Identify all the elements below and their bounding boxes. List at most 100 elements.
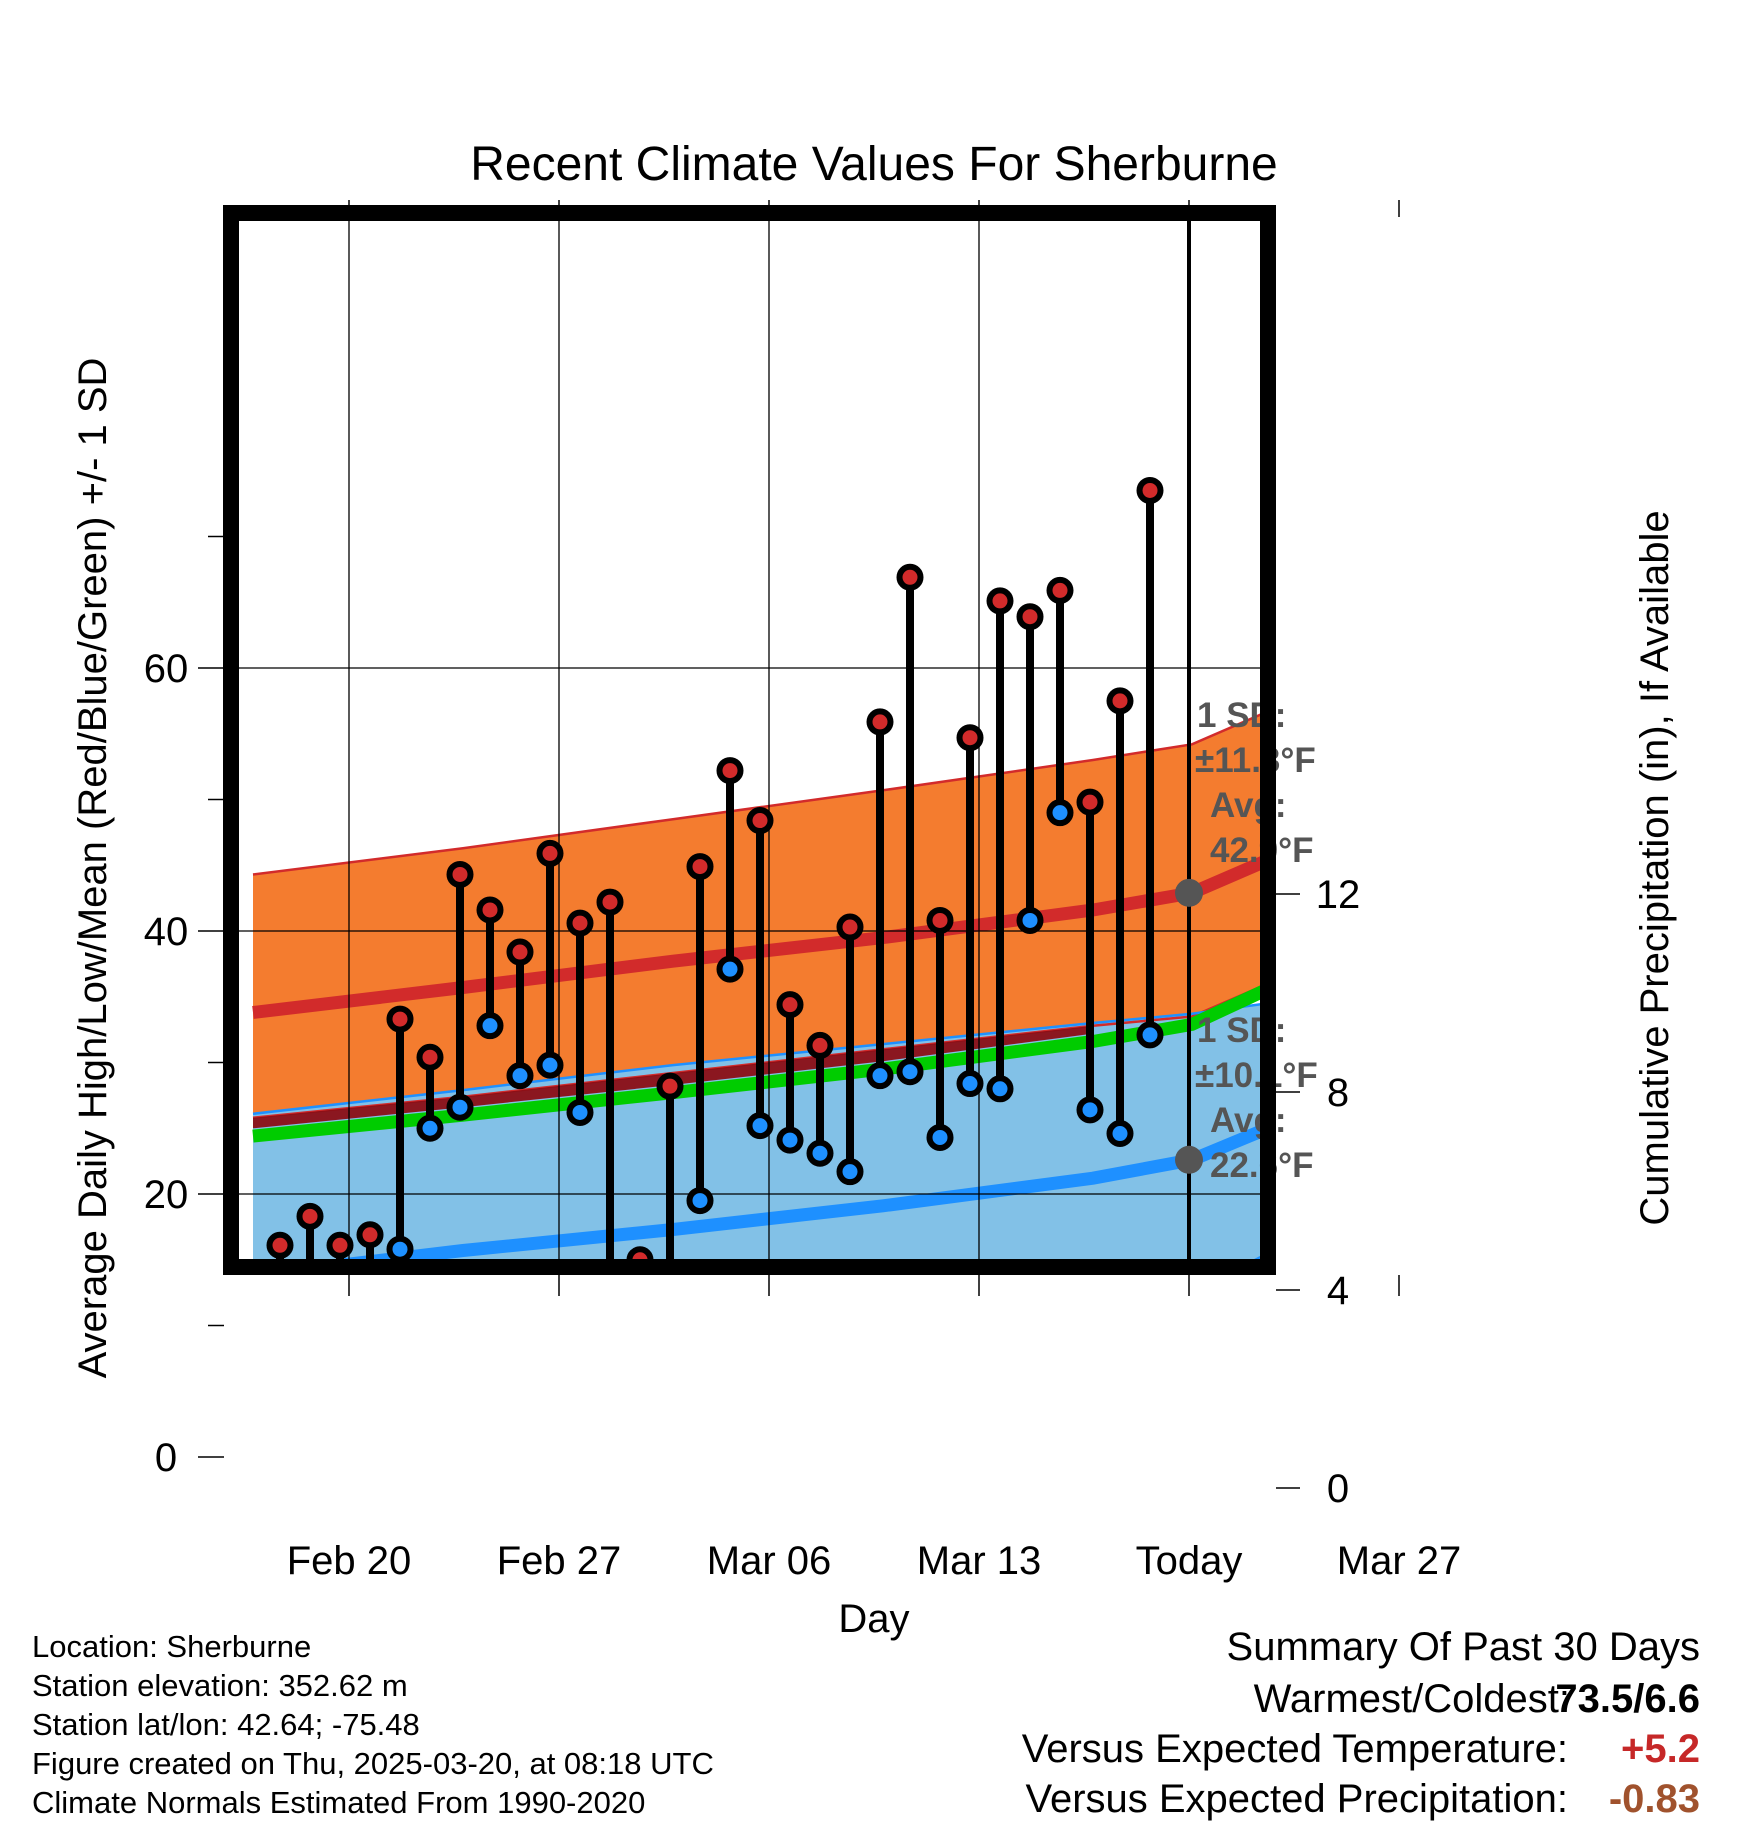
normal-high-line	[252, 839, 1268, 1019]
daily-low-point	[806, 1139, 834, 1167]
daily-high-point	[326, 1231, 354, 1259]
precip-area	[427, 1353, 1268, 1488]
daily-high-point	[986, 587, 1014, 615]
daily-high-point	[656, 1072, 684, 1100]
elevation-text: Station elevation: 352.62 m	[32, 1668, 408, 1703]
daily-low-point	[716, 955, 744, 983]
daily-low-point	[476, 1012, 504, 1040]
y-right-tick-label: 12	[1316, 873, 1361, 917]
created-text: Figure created on Thu, 2025-03-20, at 08…	[32, 1746, 714, 1781]
daily-high-point	[566, 909, 594, 937]
daily-low-point	[746, 1112, 774, 1140]
daily-high-point	[776, 991, 804, 1019]
high-sd-value: ±11.3°F	[1195, 741, 1316, 780]
daily-low-point	[446, 1093, 474, 1121]
daily-low-point	[836, 1158, 864, 1186]
daily-low-point	[270, 1357, 291, 1378]
daily-high-point	[536, 839, 564, 867]
chart-title: Recent Climate Values For Sherburne	[470, 138, 1278, 191]
daily-low-point	[630, 1360, 651, 1381]
daily-low-point	[300, 1307, 321, 1328]
daily-low-point	[686, 1187, 714, 1215]
daily-high-point	[686, 853, 714, 881]
high-avg-marker	[1175, 878, 1203, 907]
low-sd-value: ±10.1°F	[1195, 1056, 1318, 1095]
daily-high-point	[1046, 576, 1074, 604]
summary-row-temp: Versus Expected Temperature: +5.2	[900, 1727, 1700, 1775]
x-tick-label: Feb 20	[287, 1539, 412, 1583]
precip-label: 30 Days	[1201, 1379, 1287, 1463]
daily-high-point	[296, 1202, 324, 1230]
daily-high-point	[446, 860, 474, 888]
daily-low-point	[386, 1235, 414, 1263]
warm-cold-label: Warmest/Coldest:	[1253, 1677, 1570, 1721]
daily-high-point	[476, 896, 504, 924]
daily-low-point	[776, 1126, 804, 1154]
daily-high-point	[716, 757, 744, 785]
y-tick-label: 20	[144, 1173, 189, 1217]
daily-high-point	[806, 1031, 834, 1059]
daily-high-point	[896, 563, 924, 591]
temp-label: Versus Expected Temperature:	[1021, 1727, 1568, 1771]
plot-content: 30 Days	[231, 221, 1287, 1488]
daily-high-point	[596, 888, 624, 916]
daily-high-point	[506, 938, 534, 966]
station-info: Location: Sherburne Station elevation: 3…	[32, 1627, 714, 1822]
daily-high-point	[866, 708, 894, 736]
summary-panel: Summary Of Past 30 Days Warmest/Coldest:…	[900, 1625, 1700, 1825]
daily-low-point	[360, 1273, 381, 1294]
x-axis-label: Day	[838, 1597, 909, 1641]
daily-low-point	[1016, 906, 1044, 934]
daily-high-point	[1106, 687, 1134, 715]
plot-frame	[223, 205, 1276, 1275]
daily-high-point	[1136, 476, 1164, 504]
summary-title: Summary Of Past 30 Days	[1226, 1625, 1700, 1669]
y-right-tick-label: 4	[1327, 1269, 1349, 1313]
temp-value: +5.2	[1621, 1727, 1700, 1771]
daily-low-point	[1046, 799, 1074, 827]
daily-high-point	[1076, 788, 1104, 816]
daily-low-point	[600, 1285, 621, 1306]
y-axis-label: Average Daily High/Low/Mean (Red/Blue/Gr…	[71, 358, 115, 1379]
daily-low-point	[866, 1062, 894, 1090]
latlon-text: Station lat/lon: 42.64; -75.48	[32, 1707, 420, 1742]
low-sd-upper-edge	[252, 995, 1268, 1116]
daily-low-point	[1136, 1021, 1164, 1049]
daily-low-point	[660, 1276, 681, 1297]
high-sd-upper-edge	[252, 694, 1268, 876]
summary-row-precip: Versus Expected Precipitation: -0.83	[900, 1777, 1700, 1825]
low-avg-marker	[1175, 1145, 1203, 1174]
y-right-tick-label: 0	[1327, 1467, 1349, 1511]
daily-high-point	[746, 807, 774, 835]
daily-high-point	[926, 906, 954, 934]
daily-high-point	[416, 1043, 444, 1071]
daily-low-point	[1076, 1096, 1104, 1124]
x-tick-label: Mar 27	[1337, 1539, 1462, 1583]
y-right-tick-label: 8	[1327, 1071, 1349, 1115]
daily-high-point	[356, 1221, 384, 1249]
daily-high-point	[1016, 603, 1044, 631]
x-tick-label: Mar 13	[917, 1539, 1042, 1583]
daily-low-point	[926, 1123, 954, 1151]
y-tick-label: 60	[144, 647, 189, 691]
daily-low-point	[506, 1062, 534, 1090]
x-tick-label: Feb 27	[497, 1539, 622, 1583]
x-tick-label: Today	[1136, 1539, 1243, 1583]
normal-low-line	[269, 1112, 1268, 1267]
daily-low-point	[986, 1075, 1014, 1103]
warm-cold-value: 73.5/6.6	[1555, 1677, 1700, 1721]
daily-high-point	[266, 1231, 294, 1259]
location-text: Location: Sherburne	[32, 1629, 312, 1664]
x-tick-label: Mar 06	[707, 1539, 832, 1583]
daily-low-point	[896, 1058, 924, 1086]
normal-mean-line	[252, 970, 1268, 1143]
daily-low-point	[330, 1340, 351, 1361]
normals-text: Climate Normals Estimated From 1990-2020	[32, 1785, 646, 1820]
summary-row-warm-cold: Warmest/Coldest: 73.5/6.6	[900, 1677, 1700, 1725]
y-tick-label: 40	[144, 910, 189, 954]
daily-high-point	[836, 913, 864, 941]
daily-low-point	[536, 1051, 564, 1079]
precip-label: Versus Expected Precipitation:	[1025, 1777, 1568, 1821]
daily-low-point	[416, 1114, 444, 1142]
